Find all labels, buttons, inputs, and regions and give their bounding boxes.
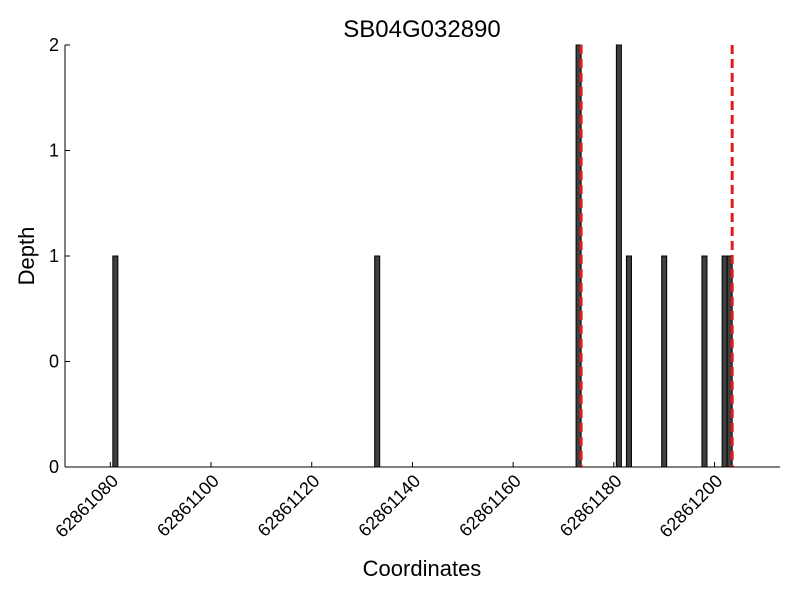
x-tick-label-4: 62861160: [455, 471, 525, 541]
x-tick-label-5: 62861180: [556, 471, 626, 541]
chart-title: SB04G032890: [343, 16, 500, 43]
y-ticks-group: 0 0 1 1 2: [49, 35, 70, 477]
x-tick-label-1: 62861100: [153, 471, 223, 541]
bar-0: [112, 255, 119, 468]
x-tick-label-2: 62861120: [254, 471, 324, 541]
y-tick-label-2: 1: [49, 246, 59, 266]
bar-5: [661, 255, 668, 468]
x-tick-label-6: 62861200: [656, 471, 727, 542]
bars-group: [112, 44, 733, 468]
bar-7: [721, 255, 728, 468]
bar-1: [374, 255, 381, 468]
y-tick-label-0: 0: [49, 457, 59, 477]
x-tick-label-3: 62861140: [354, 471, 424, 541]
bar-6: [701, 255, 708, 468]
y-tick-label-3: 1: [49, 141, 59, 161]
y-tick-label-1: 0: [49, 352, 59, 372]
y-axis-label: Depth: [14, 227, 39, 286]
marker-lines-group: [579, 45, 734, 467]
y-tick-label-4: 2: [49, 35, 59, 55]
axes-group: [64, 45, 780, 468]
bar-3: [615, 44, 622, 468]
x-ticks-group: 62861080 62861100 62861120 62861140 62861160…: [51, 462, 726, 541]
x-tick-label-0: 62861080: [51, 471, 122, 542]
bar-4: [625, 255, 632, 468]
x-axis-label: Coordinates: [363, 556, 482, 581]
